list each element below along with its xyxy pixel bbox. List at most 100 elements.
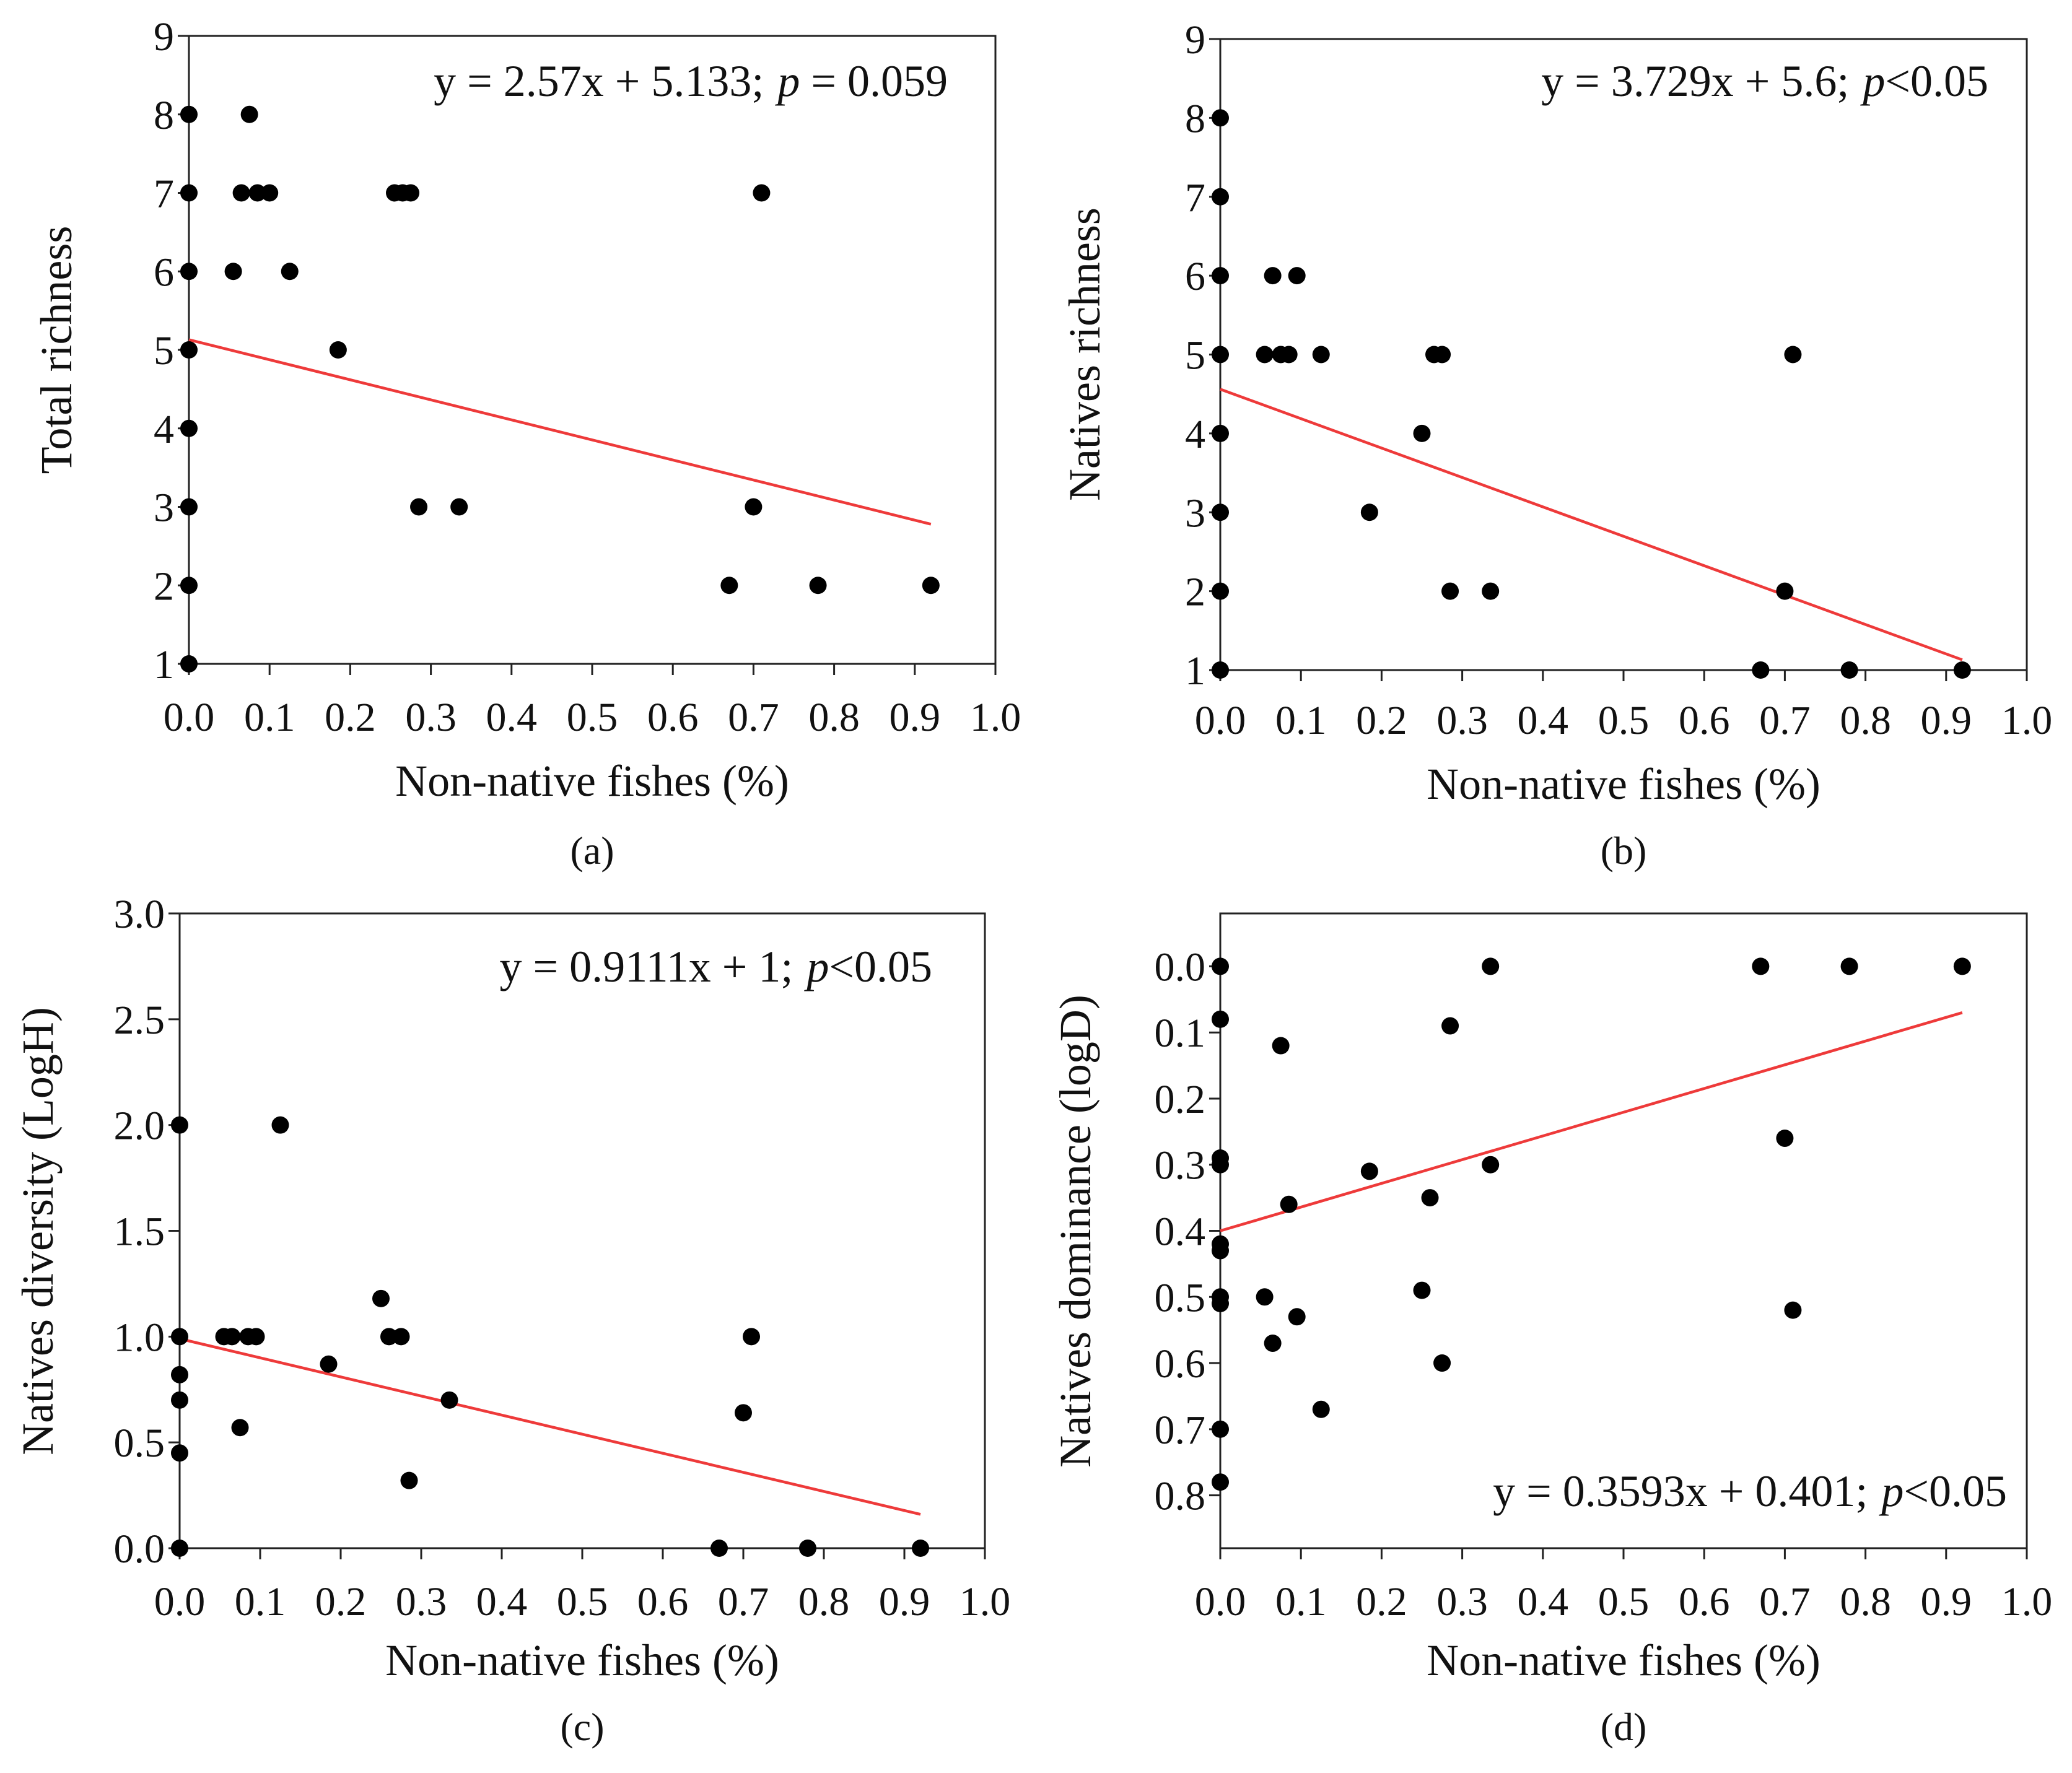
x-tick-label: 0.3 [405, 695, 457, 740]
y-axis-title: Natives dominance (logD) [1051, 995, 1100, 1468]
panel-b-natives-richness: 0.0 0.1 0.2 0.3 0.4 0.5 0.6 0.7 0.8 0.9 1.0 1 2 3 4 5 6 7… [1060, 17, 2052, 873]
y-tick-label: 0.5 [1155, 1275, 1206, 1320]
data-point [392, 1328, 410, 1346]
data-point [710, 1540, 728, 1557]
data-point [1312, 346, 1330, 364]
x-tick-label: 0.9 [1921, 1579, 1972, 1624]
data-point [753, 184, 771, 202]
y-axis-title: Natives diversity (LogH) [13, 1007, 63, 1455]
panel-label: (b) [1601, 829, 1647, 873]
y-tick-label: 0.8 [1155, 1474, 1206, 1519]
x-axis-title: Non-native fishes (%) [1427, 1636, 1821, 1685]
data-point [1212, 503, 1229, 521]
x-tick-label: 0.0 [1195, 698, 1246, 743]
y-tick-label: 9 [154, 14, 174, 59]
data-point [1212, 1420, 1229, 1438]
regression-line [179, 1337, 921, 1516]
x-tick-label: 0.8 [798, 1579, 850, 1624]
x-tick-label: 0.6 [637, 1579, 689, 1624]
regression-line [1220, 1011, 1963, 1232]
y-tick-label: 6 [154, 250, 174, 295]
data-point [1776, 582, 1794, 600]
x-tick-label: 0.1 [1275, 698, 1327, 743]
data-point [232, 184, 250, 202]
x-tick-label: 1.0 [2001, 1579, 2053, 1624]
equation-formula: y = 3.729x + 5.6; [1541, 56, 1849, 106]
p-value: <0.05 [829, 942, 932, 991]
data-point [171, 1540, 188, 1557]
regression-equation: y = 2.57x + 5.133; p = 0.059 [434, 56, 948, 106]
x-tick-label: 1.0 [2001, 698, 2053, 743]
data-point [261, 184, 279, 202]
data-point [450, 498, 468, 516]
data-point [171, 1116, 188, 1134]
y-tick-label: 2 [1185, 570, 1205, 615]
data-point [320, 1355, 338, 1373]
data-point [1413, 1281, 1431, 1299]
x-axis-title: Non-native fishes (%) [395, 756, 789, 806]
regression-line [188, 338, 932, 526]
data-point [1482, 1156, 1500, 1174]
x-tick-label: 0.1 [244, 695, 295, 740]
data-point [1441, 582, 1459, 600]
data-point [1212, 1010, 1229, 1028]
data-point [180, 105, 198, 123]
x-tick-label: 0.9 [1921, 698, 1972, 743]
y-tick-label: 1.0 [114, 1315, 165, 1360]
y-tick-label: 0.7 [1155, 1408, 1206, 1453]
data-point [224, 263, 242, 281]
data-point [380, 1328, 398, 1346]
data-point [1212, 424, 1229, 442]
data-point [912, 1540, 929, 1557]
y-tick-label: 0.0 [1155, 944, 1206, 990]
y-tick-label: 5 [1185, 333, 1205, 378]
data-point [1784, 1301, 1802, 1319]
panel-d-natives-dominance: 0.0 0.1 0.2 0.3 0.4 0.5 0.6 0.7 0.8 0.9 1.0 0.0 0.1 0… [1051, 912, 2053, 1749]
data-point [400, 1471, 418, 1489]
x-tick-label: 0.1 [235, 1579, 286, 1624]
p-symbol: p [774, 56, 800, 106]
data-point [1433, 346, 1451, 364]
data-point [745, 498, 763, 516]
data-point [1212, 1242, 1229, 1260]
data-point [720, 577, 738, 595]
x-tick-label: 0.8 [1840, 698, 1891, 743]
y-tick-label: 5 [154, 328, 174, 373]
y-tick-label: 2.5 [114, 998, 165, 1043]
x-tick-label: 0.4 [486, 695, 538, 740]
p-symbol: p [1860, 56, 1885, 106]
x-tick-label: 1.0 [970, 695, 1021, 740]
data-point [180, 498, 198, 516]
panel-label: (d) [1601, 1705, 1647, 1749]
data-point [922, 577, 940, 595]
y-tick-label: 8 [154, 93, 174, 138]
plot-frame [188, 35, 997, 665]
data-point [180, 184, 198, 202]
plot-frame [1219, 912, 2028, 1549]
data-point [271, 1116, 289, 1134]
x-tick-label: 0.5 [1598, 1579, 1650, 1624]
data-point [1784, 346, 1802, 364]
data-point [1953, 661, 1971, 679]
data-point [1264, 1335, 1282, 1353]
x-tick-label: 0.0 [1195, 1579, 1246, 1624]
data-point [1212, 188, 1229, 206]
x-tick-label: 0.2 [1356, 1579, 1407, 1624]
x-tick-label: 0.8 [1840, 1579, 1891, 1624]
data-point [1212, 109, 1229, 127]
p-symbol: p [1878, 1466, 1904, 1516]
y-tick-label: 1 [1185, 648, 1205, 694]
y-tick-label: 0.6 [1155, 1341, 1206, 1387]
y-axis-title: Total richness [32, 226, 81, 474]
y-tick-label: 0.3 [1155, 1143, 1206, 1188]
x-tick-label: 0.6 [1679, 698, 1730, 743]
data-point [1752, 957, 1770, 975]
panel-a-total-richness: 0.0 0.1 0.2 0.3 0.4 0.5 0.6 0.7 0.8 0.9 1.0 1 2 3 4 5 6 7… [32, 14, 1021, 873]
data-point [1840, 957, 1858, 975]
data-point [1752, 661, 1770, 679]
panel-c-natives-diversity: 0.0 0.1 0.2 0.3 0.4 0.5 0.6 0.7 0.8 0.9 1.0 0.0 0.5 1… [13, 892, 1010, 1749]
data-point [1482, 957, 1500, 975]
p-value: <0.05 [1904, 1466, 2007, 1516]
x-tick-label: 0.7 [1759, 1579, 1811, 1624]
